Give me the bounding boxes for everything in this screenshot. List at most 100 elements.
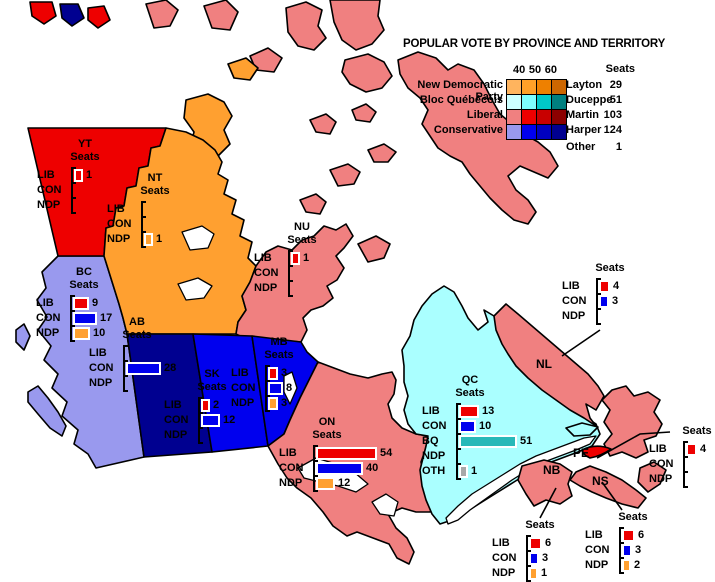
seat-bar [291, 252, 300, 265]
party-row-label: NDP [279, 477, 303, 489]
seat-bar [529, 537, 542, 550]
seat-count: 13 [482, 405, 495, 417]
seat-bar [622, 544, 632, 557]
region-haida-gwaii [15, 323, 31, 351]
seat-bar [73, 297, 89, 310]
seat-bar [201, 399, 210, 412]
chart-header: AB Seats [122, 316, 152, 341]
chart-header: QC Seats [455, 374, 485, 399]
party-row-label: CON [254, 267, 279, 279]
party-row-label: OTH [422, 465, 446, 477]
seat-bar-row [287, 266, 309, 282]
party-row-label: CON [422, 420, 447, 432]
chart-yt: YT Seats LIB CON NDP 1 [37, 138, 133, 214]
leader-layton: Layton [566, 79, 603, 91]
chart-mb: MB Seats LIB CON NDP 3 8 3 [231, 336, 327, 412]
region-arctic-island [29, 1, 57, 25]
party-row-label: LIB [37, 169, 55, 181]
seat-bar [201, 414, 220, 427]
legend-color-grid [506, 79, 567, 140]
lake-huron [371, 493, 399, 517]
party-row-label: LIB [562, 280, 580, 292]
seat-bar [144, 233, 153, 246]
label-nl: NL [536, 357, 552, 371]
seat-count: 8 [286, 382, 293, 394]
seat-count: 28 [164, 362, 177, 374]
seat-count: 3 [281, 367, 288, 379]
seat-bar-row: 28 [122, 361, 177, 377]
seat-count: 6 [638, 529, 645, 541]
chart-sk: SK Seats LIB CON NDP 2 12 [164, 368, 260, 444]
scale-tick-50: 50 [528, 64, 542, 76]
party-name-con: Conservative [433, 124, 503, 136]
page-title: POPULAR VOTE BY PROVINCE AND TERRITORY [403, 38, 666, 50]
seats-bq: 51 [609, 94, 622, 106]
seat-bar-row: 12 [197, 413, 235, 429]
seat-bar [73, 327, 90, 340]
seats-other: 1 [615, 141, 622, 153]
party-row-label: CON [279, 462, 304, 474]
label-pe: PE [573, 446, 590, 460]
legend-scale: 40 50 60 [513, 64, 557, 76]
chart-header: ON Seats [312, 416, 342, 441]
color-swatch [552, 125, 566, 139]
label-ns: NS [592, 474, 609, 488]
seat-count: 3 [635, 544, 642, 556]
label-nb: NB [543, 463, 561, 477]
region-anticosti [565, 422, 599, 437]
color-swatch [522, 110, 536, 124]
party-name-ndp: New Democratic Party [417, 79, 503, 103]
seat-bar-row [70, 198, 92, 214]
party-row-label: CON [231, 382, 256, 394]
great-bear-lake [181, 225, 215, 251]
party-row-label: NDP [422, 450, 446, 462]
color-swatch [537, 95, 551, 109]
party-row-label: LIB [254, 252, 272, 264]
region-labrador [493, 303, 605, 427]
seat-bar-row: 12 [312, 476, 392, 492]
seat-bar-row: 10 [455, 419, 532, 435]
party-row-label: NDP [562, 310, 586, 322]
region-nt-island [227, 57, 259, 81]
seat-count: 2 [213, 399, 220, 411]
party-row-label: NDP [89, 377, 113, 389]
seat-count: 3 [542, 552, 549, 564]
seats-lib: 103 [603, 109, 622, 121]
color-swatch [507, 110, 521, 124]
seat-bar-row: 3 [618, 543, 644, 559]
seat-count: 9 [92, 297, 99, 309]
region-vancouver-island [27, 385, 67, 437]
seat-count: 3 [281, 397, 288, 409]
seat-bar-row: 2 [618, 558, 644, 574]
seat-bar-row: 1 [525, 566, 551, 582]
party-row-label: LIB [89, 347, 107, 359]
region-arctic-island [87, 5, 111, 29]
party-row-label: NDP [585, 559, 609, 571]
party-row-label: NDP [164, 429, 188, 441]
region-ellesmere [329, 0, 385, 51]
seat-bar-row: 4 [595, 279, 619, 295]
party-row-label: NDP [36, 327, 60, 339]
seat-bar-row: 3 [595, 294, 619, 310]
seat-bar-row [595, 309, 619, 325]
seat-bar-row: 54 [312, 446, 392, 462]
chart-pe: Seats LIB CON NDP 4 [649, 425, 715, 488]
seat-bar-row: 17 [69, 311, 112, 327]
seat-bar-row: 1 [140, 232, 162, 248]
seat-bar-row: 6 [618, 528, 645, 544]
great-slave-lake [177, 277, 213, 301]
seat-bar-row [682, 472, 706, 488]
party-name-bq: Bloc Québécois [419, 94, 503, 106]
party-row-label: LIB [492, 537, 510, 549]
seat-bar-row: 1 [70, 168, 93, 184]
legend-seats-header: Seats [605, 63, 635, 75]
region-arctic-island [203, 0, 239, 31]
party-name-lib: Liberal [466, 109, 503, 121]
seat-count: 3 [612, 295, 619, 307]
seat-bar-row: 6 [525, 536, 551, 552]
seat-count: 1 [86, 169, 93, 181]
party-row-label: BQ [422, 435, 439, 447]
chart-header: SK Seats [197, 368, 227, 393]
seat-count: 2 [634, 559, 641, 571]
party-row-label: LIB [279, 447, 297, 459]
